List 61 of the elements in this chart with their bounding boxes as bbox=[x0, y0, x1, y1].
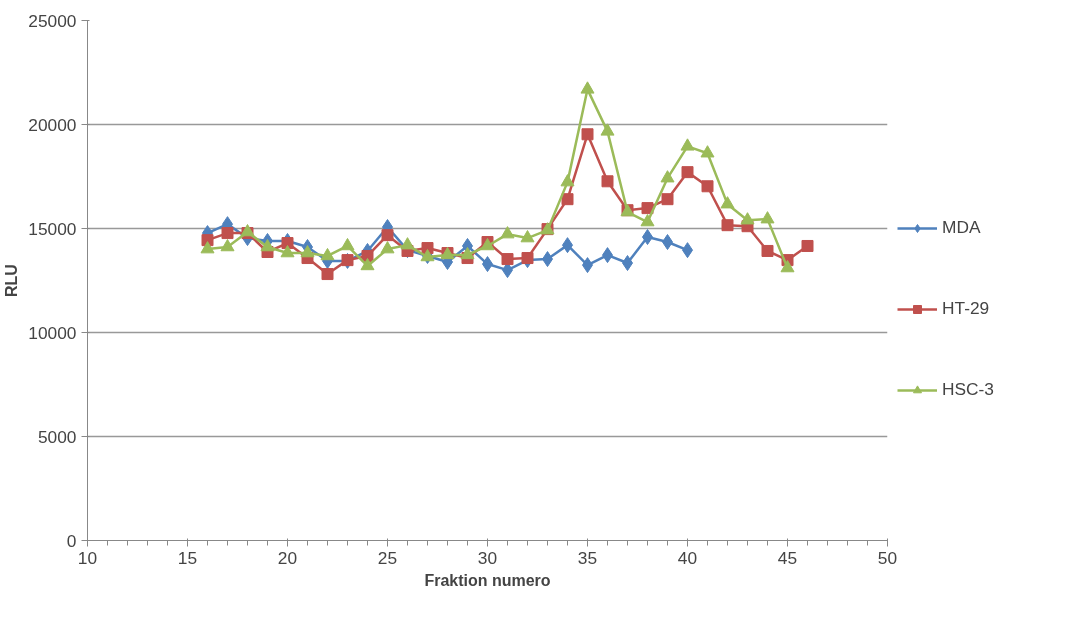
point bbox=[340, 237, 355, 251]
point bbox=[300, 245, 315, 258]
legend-label: HT-29 bbox=[942, 298, 991, 319]
point bbox=[720, 196, 735, 209]
point bbox=[360, 257, 375, 271]
point bbox=[680, 138, 695, 151]
legend-label: HSC-3 bbox=[942, 379, 995, 400]
y-tick-label: 5000 bbox=[37, 426, 77, 447]
point bbox=[500, 226, 515, 239]
point bbox=[641, 202, 654, 215]
point bbox=[740, 212, 755, 225]
x-tick-label: 50 bbox=[877, 547, 898, 568]
point bbox=[660, 170, 675, 183]
point bbox=[721, 219, 734, 232]
point bbox=[760, 211, 775, 224]
y-tick-label: 0 bbox=[66, 530, 77, 551]
point bbox=[601, 175, 614, 188]
point bbox=[560, 174, 575, 187]
point bbox=[581, 128, 594, 141]
point bbox=[280, 245, 295, 258]
x-axis-title: Fraktion numero bbox=[424, 571, 551, 589]
point bbox=[380, 241, 395, 254]
point bbox=[661, 193, 674, 206]
point bbox=[521, 252, 534, 265]
point bbox=[801, 239, 814, 252]
point bbox=[220, 239, 235, 252]
point bbox=[260, 239, 275, 252]
point bbox=[520, 230, 535, 243]
point bbox=[400, 237, 415, 250]
x-tick-label: 35 bbox=[577, 547, 598, 568]
point bbox=[640, 214, 655, 227]
point bbox=[681, 166, 694, 179]
point bbox=[780, 260, 795, 273]
point bbox=[361, 249, 374, 262]
point bbox=[761, 244, 774, 257]
point bbox=[281, 237, 294, 250]
point bbox=[580, 81, 595, 94]
x-tick-label: 30 bbox=[477, 547, 498, 568]
point bbox=[221, 227, 234, 240]
x-tick-label: 15 bbox=[177, 547, 198, 568]
point bbox=[321, 268, 334, 281]
legend-label: MDA bbox=[942, 217, 982, 238]
y-tick-label: 15000 bbox=[28, 218, 77, 239]
point bbox=[561, 193, 574, 206]
point bbox=[320, 247, 335, 261]
point bbox=[200, 241, 215, 254]
point bbox=[460, 246, 475, 260]
point bbox=[600, 123, 615, 136]
x-tick-label: 45 bbox=[777, 547, 798, 568]
point bbox=[700, 145, 715, 158]
x-tick-label: 25 bbox=[377, 547, 398, 568]
x-tick-label: 10 bbox=[77, 547, 98, 568]
point bbox=[381, 229, 394, 242]
point bbox=[501, 253, 514, 266]
x-tick-label: 20 bbox=[277, 547, 298, 568]
y-axis-title: RLU bbox=[3, 264, 21, 297]
y-tick-label: 10000 bbox=[28, 322, 77, 343]
point bbox=[701, 180, 714, 193]
x-tick-label: 40 bbox=[677, 547, 698, 568]
y-tick-label: 20000 bbox=[28, 114, 77, 135]
y-tick-label: 25000 bbox=[28, 10, 77, 31]
